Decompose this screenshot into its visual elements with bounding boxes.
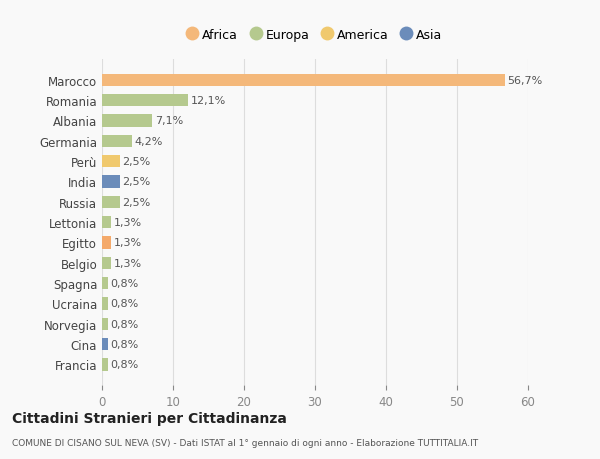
Bar [102, 95, 188, 107]
Text: COMUNE DI CISANO SUL NEVA (SV) - Dati ISTAT al 1° gennaio di ogni anno - Elabora: COMUNE DI CISANO SUL NEVA (SV) - Dati IS… [12, 438, 478, 447]
Text: 12,1%: 12,1% [191, 96, 226, 106]
Text: 0,8%: 0,8% [110, 319, 139, 329]
Text: 0,8%: 0,8% [110, 299, 139, 309]
Text: 1,3%: 1,3% [114, 258, 142, 268]
Text: 0,8%: 0,8% [110, 279, 139, 288]
Bar [102, 115, 152, 127]
Legend: Africa, Europa, America, Asia: Africa, Europa, America, Asia [182, 23, 448, 46]
Text: Cittadini Stranieri per Cittadinanza: Cittadini Stranieri per Cittadinanza [12, 411, 287, 425]
Text: 4,2%: 4,2% [134, 136, 163, 146]
Bar [102, 176, 120, 188]
Bar [102, 298, 107, 310]
Bar [102, 338, 107, 351]
Text: 2,5%: 2,5% [122, 197, 151, 207]
Text: 0,8%: 0,8% [110, 339, 139, 349]
Bar [102, 217, 111, 229]
Text: 0,8%: 0,8% [110, 360, 139, 369]
Bar [102, 156, 120, 168]
Text: 2,5%: 2,5% [122, 157, 151, 167]
Bar [102, 358, 107, 371]
Bar [102, 257, 111, 269]
Bar [102, 277, 107, 290]
Text: 1,3%: 1,3% [114, 238, 142, 248]
Bar [102, 318, 107, 330]
Bar [102, 74, 505, 87]
Bar [102, 237, 111, 249]
Text: 7,1%: 7,1% [155, 116, 184, 126]
Text: 2,5%: 2,5% [122, 177, 151, 187]
Bar [102, 196, 120, 208]
Text: 1,3%: 1,3% [114, 218, 142, 228]
Bar [102, 135, 132, 147]
Text: 56,7%: 56,7% [508, 76, 542, 85]
